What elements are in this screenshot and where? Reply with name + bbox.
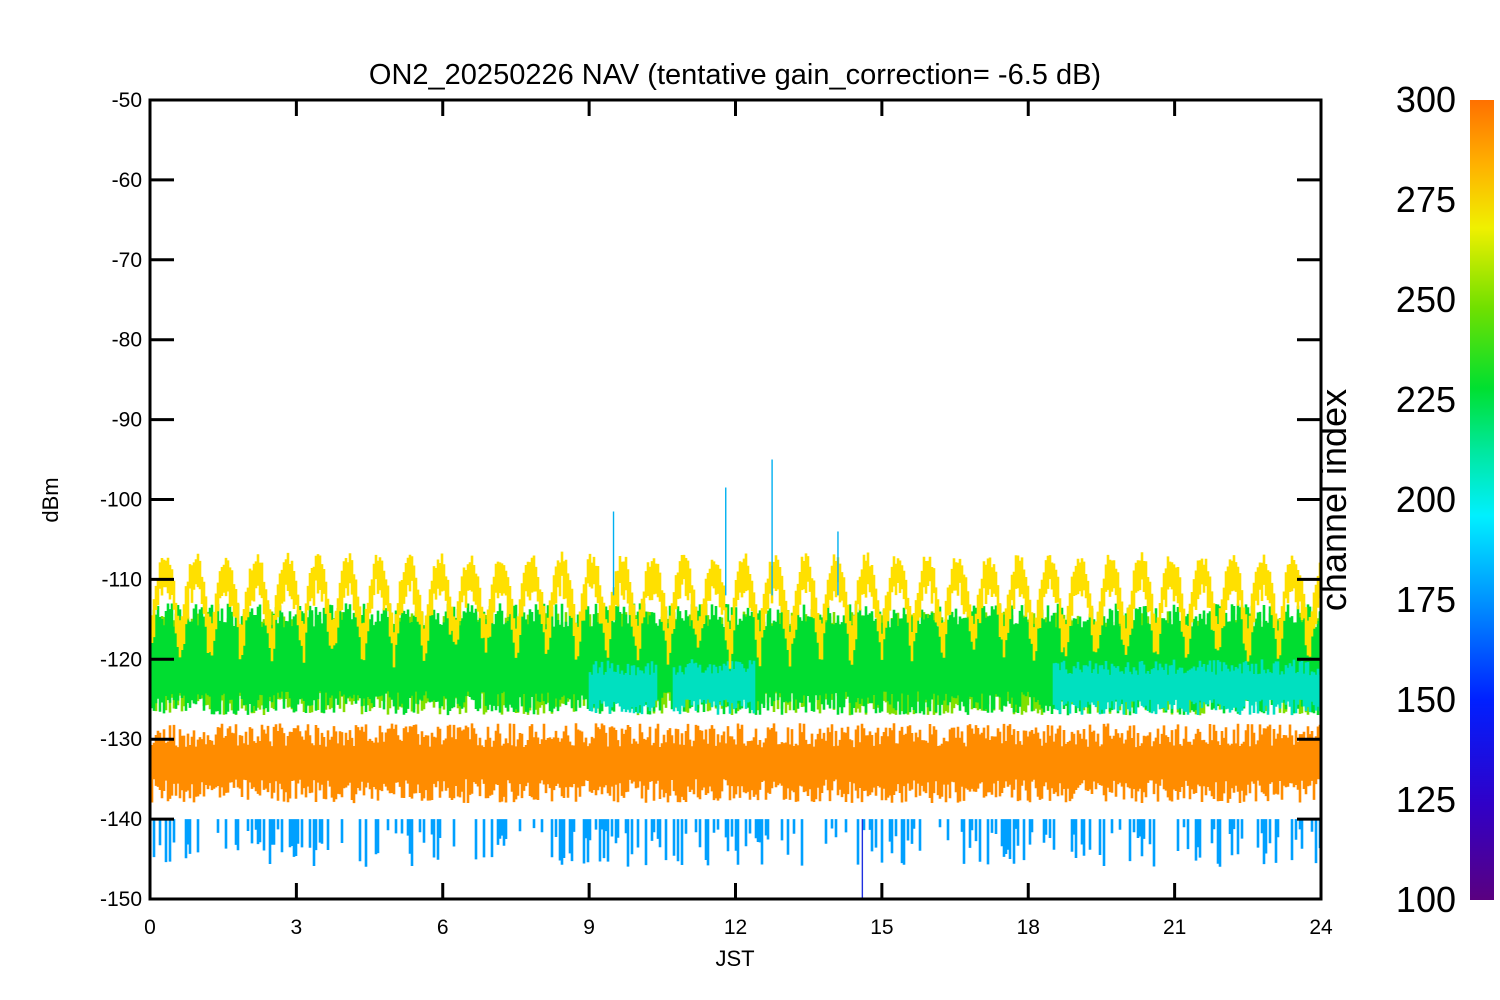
x-axis-label: JST [715,946,754,971]
series-channel-295 [150,723,1321,804]
colorbar-ticks: 100 125 150 175 200 225 250 275 300 [1396,79,1456,920]
colorbar-tick-label: 100 [1396,879,1456,920]
series-channel-160 [152,819,1321,867]
x-tick-label: 9 [583,916,595,939]
chart-title: ON2_20250226 NAV (tentative gain_correct… [369,59,1101,91]
x-tick-label: 12 [724,916,747,939]
y-tick-label: -120 [100,648,142,671]
y-tick-label: -60 [112,169,142,192]
y-tick-label: -50 [112,89,142,112]
y-tick-label: -110 [102,568,142,591]
y-tick-label: -150 [100,888,142,911]
x-tick-label: 24 [1309,916,1333,939]
series-band-160 [152,819,1321,867]
y-tick-label: -130 [100,728,142,751]
x-tick-label: 3 [291,916,303,939]
colorbar-tick-label: 300 [1396,79,1456,120]
colorbar-tick-label: 250 [1396,279,1456,320]
colorbar-tick-label: 200 [1396,479,1456,520]
y-tick-label: -70 [112,249,142,272]
series-band-275 [150,551,1321,669]
x-tick-label: 15 [870,916,893,939]
x-tick-label: 18 [1017,916,1040,939]
series-band-190 [588,659,1321,716]
colorbar-tick-label: 150 [1396,679,1456,720]
y-tick-label: -100 [100,489,142,512]
x-tick-label: 0 [144,916,156,939]
y-tick-label: -80 [112,329,142,352]
y-tick-label: -140 [100,808,142,831]
y-tick-label: -90 [112,409,142,432]
x-tick-label: 6 [437,916,449,939]
colorbar-tick-label: 125 [1396,779,1456,820]
x-tick-label: 21 [1163,916,1186,939]
plot-area [150,459,1321,899]
series-channel-275 [150,551,1321,669]
colorbar-tick-label: 175 [1396,579,1456,620]
colorbar-label: channel index [1313,389,1354,611]
series-channel-190 [588,659,1321,716]
x-axis: 0 3 6 9 12 15 18 21 24 [144,100,1333,939]
series-band-295 [150,723,1321,804]
y-axis: -50 -60 -70 -80 -90 -100 -110 -120 -130 -140 -150 [100,89,1321,911]
colorbar-tick-label: 275 [1396,179,1456,220]
colorbar-tick-label: 225 [1396,379,1456,420]
colorbar [1470,100,1494,900]
spike-marks [612,459,864,899]
y-axis-label: dBm [38,477,63,522]
